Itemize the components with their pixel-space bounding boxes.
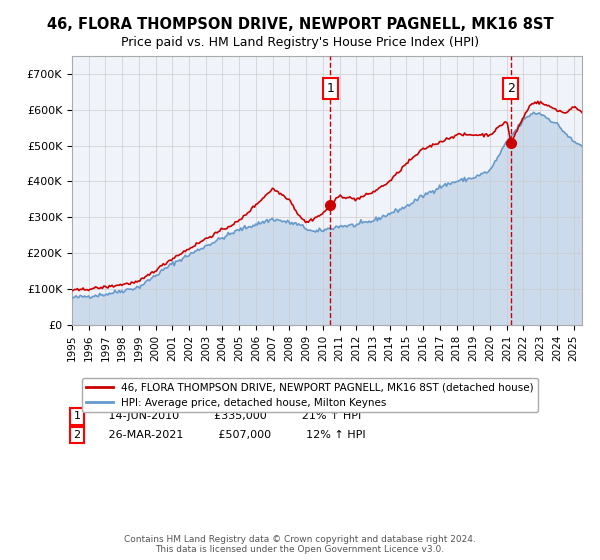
Text: 1: 1 — [74, 411, 80, 421]
Text: 1: 1 — [326, 82, 334, 95]
Text: Price paid vs. HM Land Registry's House Price Index (HPI): Price paid vs. HM Land Registry's House … — [121, 36, 479, 49]
Legend: 46, FLORA THOMPSON DRIVE, NEWPORT PAGNELL, MK16 8ST (detached house), HPI: Avera: 46, FLORA THOMPSON DRIVE, NEWPORT PAGNEL… — [82, 379, 538, 412]
Text: Contains HM Land Registry data © Crown copyright and database right 2024.
This d: Contains HM Land Registry data © Crown c… — [124, 535, 476, 554]
Text: 26-MAR-2021          £507,000          12% ↑ HPI: 26-MAR-2021 £507,000 12% ↑ HPI — [97, 430, 365, 440]
Text: 14-JUN-2010          £335,000          21% ↑ HPI: 14-JUN-2010 £335,000 21% ↑ HPI — [97, 411, 361, 421]
Text: 2: 2 — [506, 82, 515, 95]
Text: 2: 2 — [74, 430, 80, 440]
Text: 46, FLORA THOMPSON DRIVE, NEWPORT PAGNELL, MK16 8ST: 46, FLORA THOMPSON DRIVE, NEWPORT PAGNEL… — [47, 17, 553, 32]
